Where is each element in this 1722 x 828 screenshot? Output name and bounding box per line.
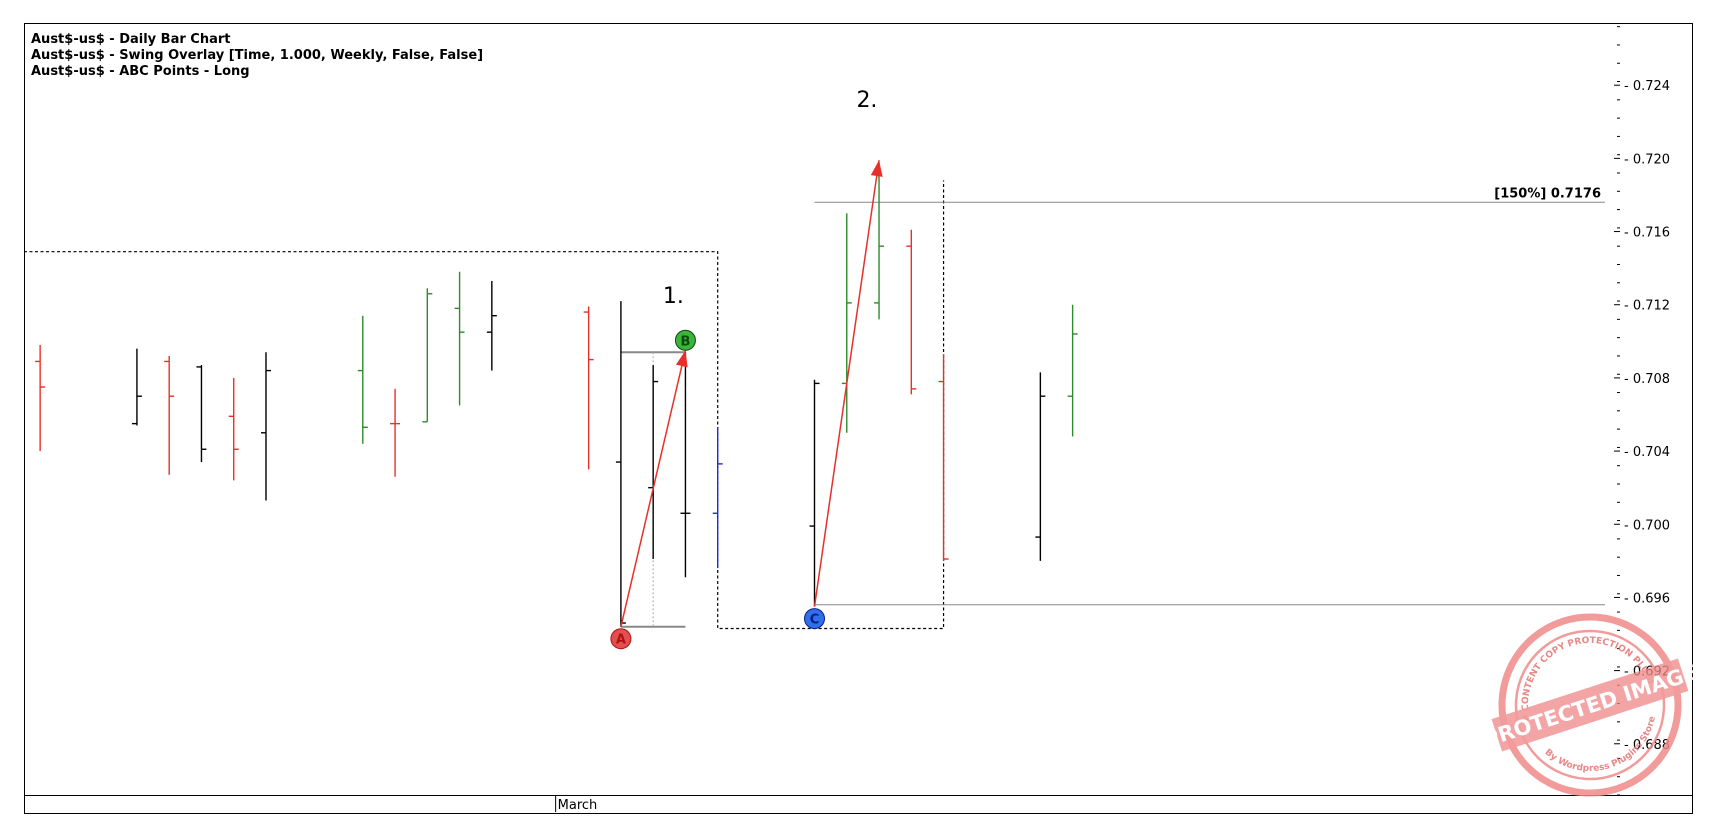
svg-text:C: C <box>810 613 820 628</box>
ohlc-bar <box>131 348 142 426</box>
ohlc-bar <box>712 427 723 569</box>
y-tick-label: - 0.712 <box>1624 299 1670 314</box>
ohlc-bar <box>648 365 659 560</box>
ohlc-bar <box>390 388 401 477</box>
annotation-2: 2. <box>856 88 877 113</box>
ohlc-bar <box>809 379 820 607</box>
swing-arrow-1 <box>620 350 688 627</box>
swing-box-1 <box>24 180 945 630</box>
y-tick-label: - 0.700 <box>1624 518 1670 533</box>
y-tick-label: - 0.696 <box>1624 591 1670 606</box>
y-tick-label: - 0.716 <box>1624 226 1670 241</box>
plot-frame <box>24 23 1693 814</box>
ohlc-bar <box>260 352 271 501</box>
ohlc-bar <box>422 288 433 423</box>
abc-arrows <box>620 160 883 627</box>
header-line-3: Aust$-us$ - ABC Points - Long <box>31 64 250 79</box>
y-tick-label: - 0.720 <box>1624 152 1670 167</box>
ohlc-bar <box>454 271 465 406</box>
svg-text:B: B <box>680 334 690 349</box>
y-tick-label: - 0.688 <box>1624 738 1670 753</box>
ohlc-bar <box>35 344 46 452</box>
ohlc-bar <box>874 162 885 320</box>
ohlc-bar <box>680 352 691 578</box>
y-tick-label: - 0.704 <box>1624 445 1670 460</box>
header-line-1: Aust$-us$ - Daily Bar Chart <box>31 32 230 47</box>
ohlc-bar <box>1067 304 1078 437</box>
ohlc-bar <box>938 354 949 561</box>
annotation-1: 1. <box>663 284 684 309</box>
ohlc-bar <box>164 355 175 475</box>
price-bars <box>35 162 1078 627</box>
chart-header: Aust$-us$ - Daily Bar Chart Aust$-us$ - … <box>31 32 483 79</box>
ohlc-bar <box>196 365 207 463</box>
point-c: C <box>804 608 825 630</box>
ohlc-bar <box>357 315 368 444</box>
swing-arrow-2 <box>813 160 883 607</box>
ohlc-bar <box>486 280 497 371</box>
y-tick-label: - 0.724 <box>1624 79 1670 94</box>
ohlc-bar <box>1035 372 1046 561</box>
ohlc-bar <box>228 377 239 481</box>
ohlc-bar <box>906 229 917 395</box>
svg-text:A: A <box>616 633 626 648</box>
point-b: B <box>674 329 696 351</box>
y-tick-label: - 0.708 <box>1624 372 1670 387</box>
x-axis: March <box>555 795 598 813</box>
x-tick-label: March <box>558 798 598 813</box>
header-line-2: Aust$-us$ - Swing Overlay [Time, 1.000, … <box>31 48 483 63</box>
point-a: A <box>610 628 632 650</box>
ohlc-bar <box>841 213 852 433</box>
level-150-label: [150%] 0.7176 <box>1494 186 1601 201</box>
ohlc-bar <box>583 306 594 470</box>
abc-points: A B C <box>610 329 825 650</box>
annotations: 1. 2. <box>663 88 878 309</box>
swing-overlay <box>24 180 945 630</box>
